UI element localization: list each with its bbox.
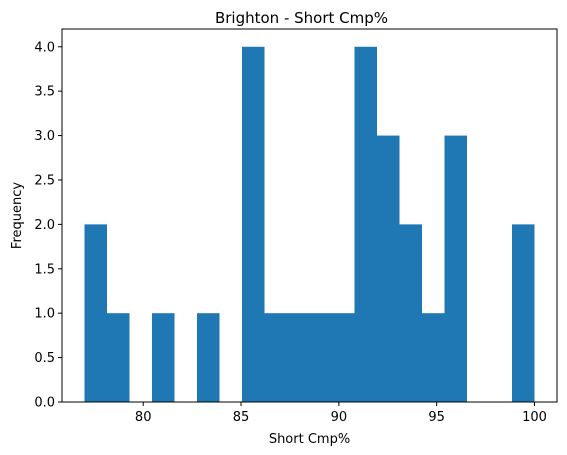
y-tick-label-6: 3.0 <box>34 129 55 144</box>
chart-title: Brighton - Short Cmp% <box>215 9 388 27</box>
y-tick-label-5: 2.5 <box>34 173 55 188</box>
y-tick-label-3: 1.5 <box>34 262 55 277</box>
histogram-bar-9 <box>287 313 310 402</box>
x-tick-label-4: 100 <box>522 410 547 425</box>
y-axis-ticks: 0.0 0.5 1.0 1.5 2.0 2.5 3.0 3.5 4.0 <box>34 40 62 411</box>
x-axis-ticks: 80 85 90 95 100 <box>135 402 547 425</box>
y-tick-label-4: 2.0 <box>34 218 55 233</box>
histogram-bar-19 <box>512 224 535 402</box>
y-tick-label-1: 0.5 <box>34 351 55 366</box>
histogram-bar-3 <box>152 313 175 402</box>
histogram-bar-12 <box>354 46 377 403</box>
y-tick-label-8: 4.0 <box>34 40 55 55</box>
histogram-bar-1 <box>107 313 130 402</box>
histogram-bar-14 <box>399 224 422 402</box>
histogram-bar-16 <box>444 135 467 403</box>
histogram-bar-5 <box>197 313 220 402</box>
histogram-bar-15 <box>422 313 445 402</box>
histogram-bar-13 <box>377 135 400 403</box>
y-tick-label-7: 3.5 <box>34 85 55 100</box>
histogram-bar-8 <box>264 313 287 402</box>
x-tick-label-3: 95 <box>428 410 445 425</box>
plot-area-frame <box>61 28 558 403</box>
histogram-bar-7 <box>242 46 265 403</box>
histogram-bars <box>84 46 535 403</box>
x-axis-label: Short Cmp% <box>269 432 350 447</box>
x-tick-label-0: 80 <box>135 410 152 425</box>
y-tick-label-0: 0.0 <box>34 396 55 411</box>
histogram-bar-11 <box>332 313 355 402</box>
y-axis-label: Frequency <box>10 182 25 249</box>
histogram-bar-10 <box>309 313 332 402</box>
histogram-bar-0 <box>84 224 107 402</box>
x-tick-label-1: 85 <box>233 410 250 425</box>
x-tick-label-2: 90 <box>331 410 348 425</box>
y-tick-label-2: 1.0 <box>34 307 55 322</box>
